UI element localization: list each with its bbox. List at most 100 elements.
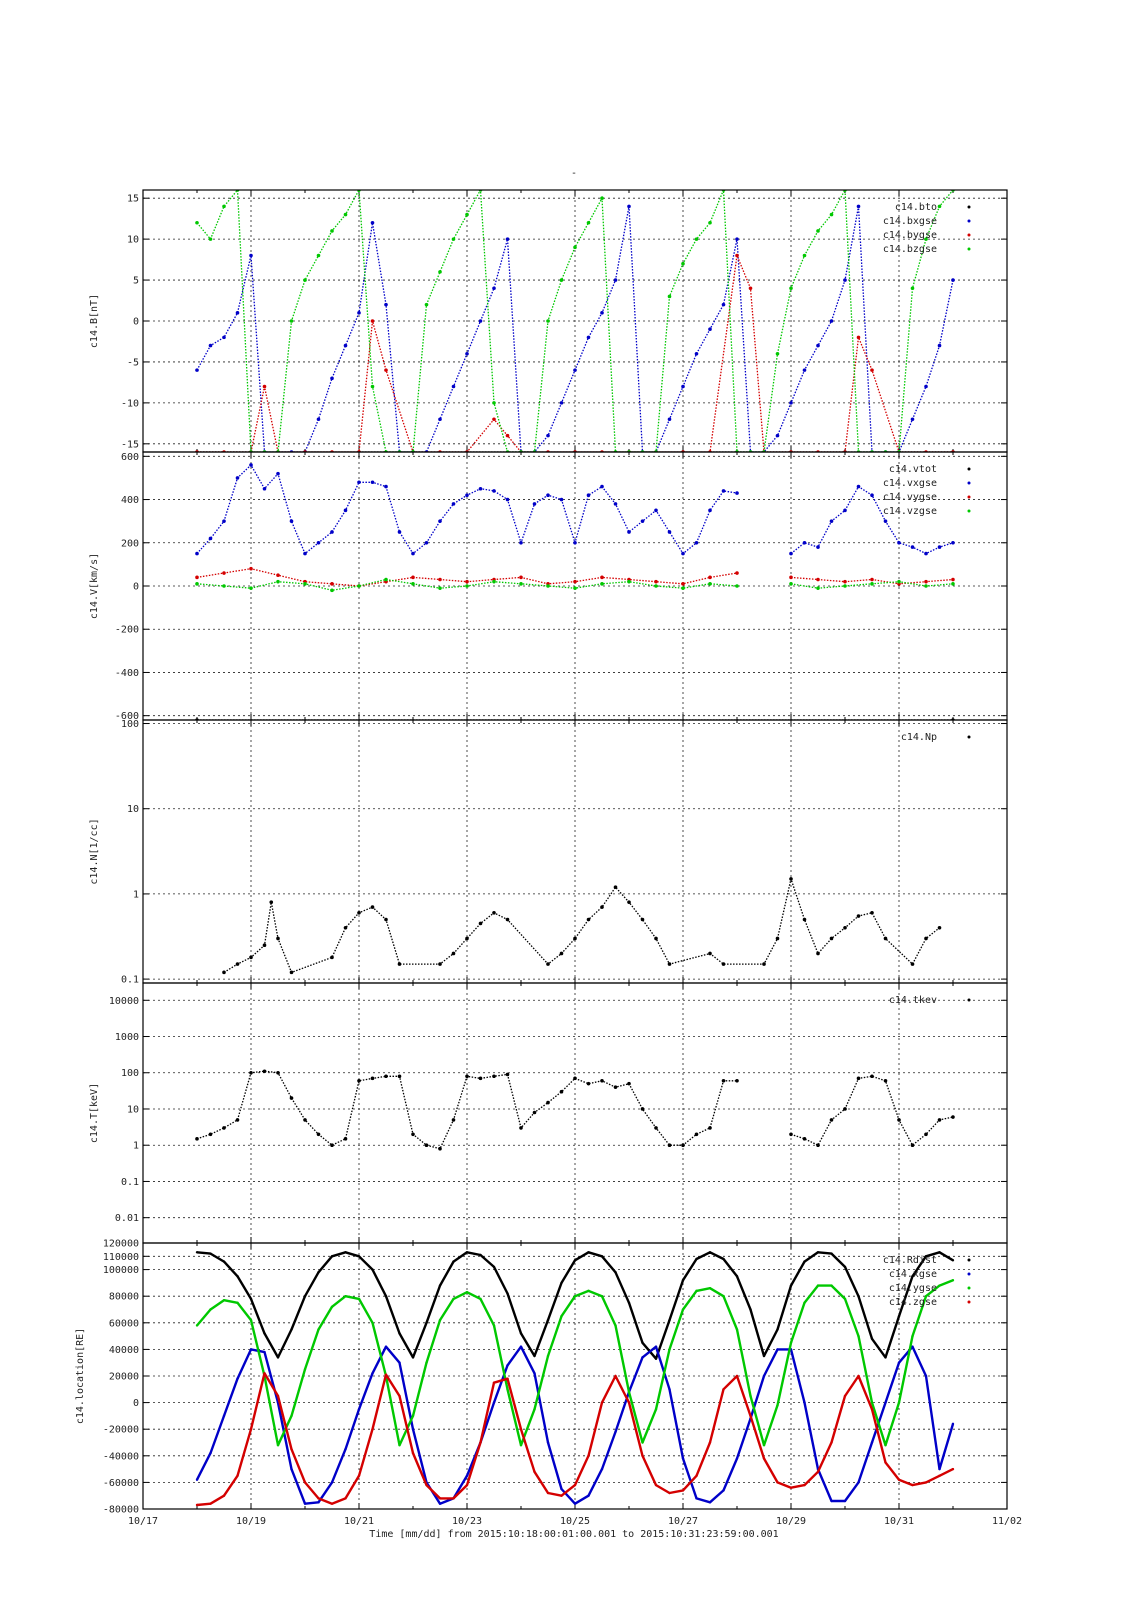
data-point [870,1074,874,1079]
legend-marker [967,998,971,1002]
data-point [492,1381,496,1384]
data-point [195,1478,199,1481]
data-point [667,962,672,966]
data-point [735,1078,739,1083]
data-point [344,1447,347,1451]
y-tick-label: -40000 [103,1451,139,1462]
data-point [789,401,793,405]
data-point [829,212,834,217]
data-point [330,1305,334,1309]
data-point [816,586,820,590]
data-point [870,368,874,372]
data-point [789,582,793,586]
data-point [735,237,739,241]
legend-label: c14.bxgse [883,216,937,227]
data-point [924,579,928,584]
data-point [938,1467,941,1471]
data-point [856,1076,861,1081]
legend-marker [967,1300,971,1304]
data-point [694,351,699,356]
data-point [519,575,523,580]
data-point [384,484,388,489]
data-point [627,579,631,584]
data-point [290,1328,293,1331]
y-tick-label: 1000 [115,1032,139,1043]
data-point [587,1454,590,1458]
data-point [600,196,604,200]
data-point [546,1441,550,1444]
data-point [438,577,442,582]
data-point [236,1474,239,1477]
data-point [735,1374,739,1378]
data-point [262,1069,267,1074]
data-point [735,1457,739,1460]
data-point [924,584,928,588]
data-point [222,519,226,523]
data-point [830,1499,833,1503]
data-point [870,911,874,915]
data-point [924,1295,928,1298]
data-point [424,540,429,545]
y-tick-label: -80000 [103,1505,139,1516]
data-point [708,1251,712,1254]
data-point [357,584,361,588]
data-point [600,575,604,580]
data-point [330,955,334,960]
legend-marker [967,481,971,485]
x-tick-label: 10/27 [668,1516,698,1527]
data-point [573,245,577,250]
data-point [452,1497,455,1500]
data-point [546,319,550,323]
data-point [924,1374,928,1378]
data-point [559,951,564,956]
data-point [681,582,685,586]
data-point [803,1301,806,1305]
legend-label: c14.vxgse [883,478,937,489]
data-point [425,1483,428,1487]
data-point [411,575,415,580]
data-point [208,343,213,348]
data-point [829,936,834,941]
data-point [951,1279,955,1282]
data-point [222,204,226,209]
data-point [209,1252,212,1255]
data-point [870,1401,874,1404]
data-point [641,1441,644,1444]
legend-label: c14.bygse [883,230,937,241]
data-point [573,1295,577,1298]
data-point [452,1297,455,1301]
data-point [371,1321,374,1325]
data-point [789,1284,793,1287]
data-point [951,1259,955,1262]
data-point [492,911,496,915]
data-point [425,1361,428,1364]
data-point [289,319,294,323]
data-point [546,962,550,966]
data-point [235,476,240,480]
legend-label: c14.vygse [883,492,937,503]
data-point [438,519,442,523]
data-point [776,1328,779,1331]
data-point [195,1137,199,1141]
data-point [640,917,645,922]
data-point [776,1481,779,1484]
data-point [519,540,523,545]
y-tick-label: 600 [121,452,139,463]
data-point [681,551,685,556]
data-point [546,1491,550,1495]
data-point [762,1457,766,1460]
data-point [951,582,955,586]
legend-marker [967,233,971,237]
data-point [290,1447,293,1451]
data-point [573,579,577,584]
data-point [263,1372,266,1375]
data-point [465,351,469,356]
data-point [884,1443,887,1447]
data-point [884,1356,887,1359]
data-point [546,1354,550,1358]
data-point [816,229,820,233]
data-point [397,1074,402,1079]
data-point [546,1100,550,1105]
data-point [505,1072,510,1077]
data-point [492,1324,496,1327]
